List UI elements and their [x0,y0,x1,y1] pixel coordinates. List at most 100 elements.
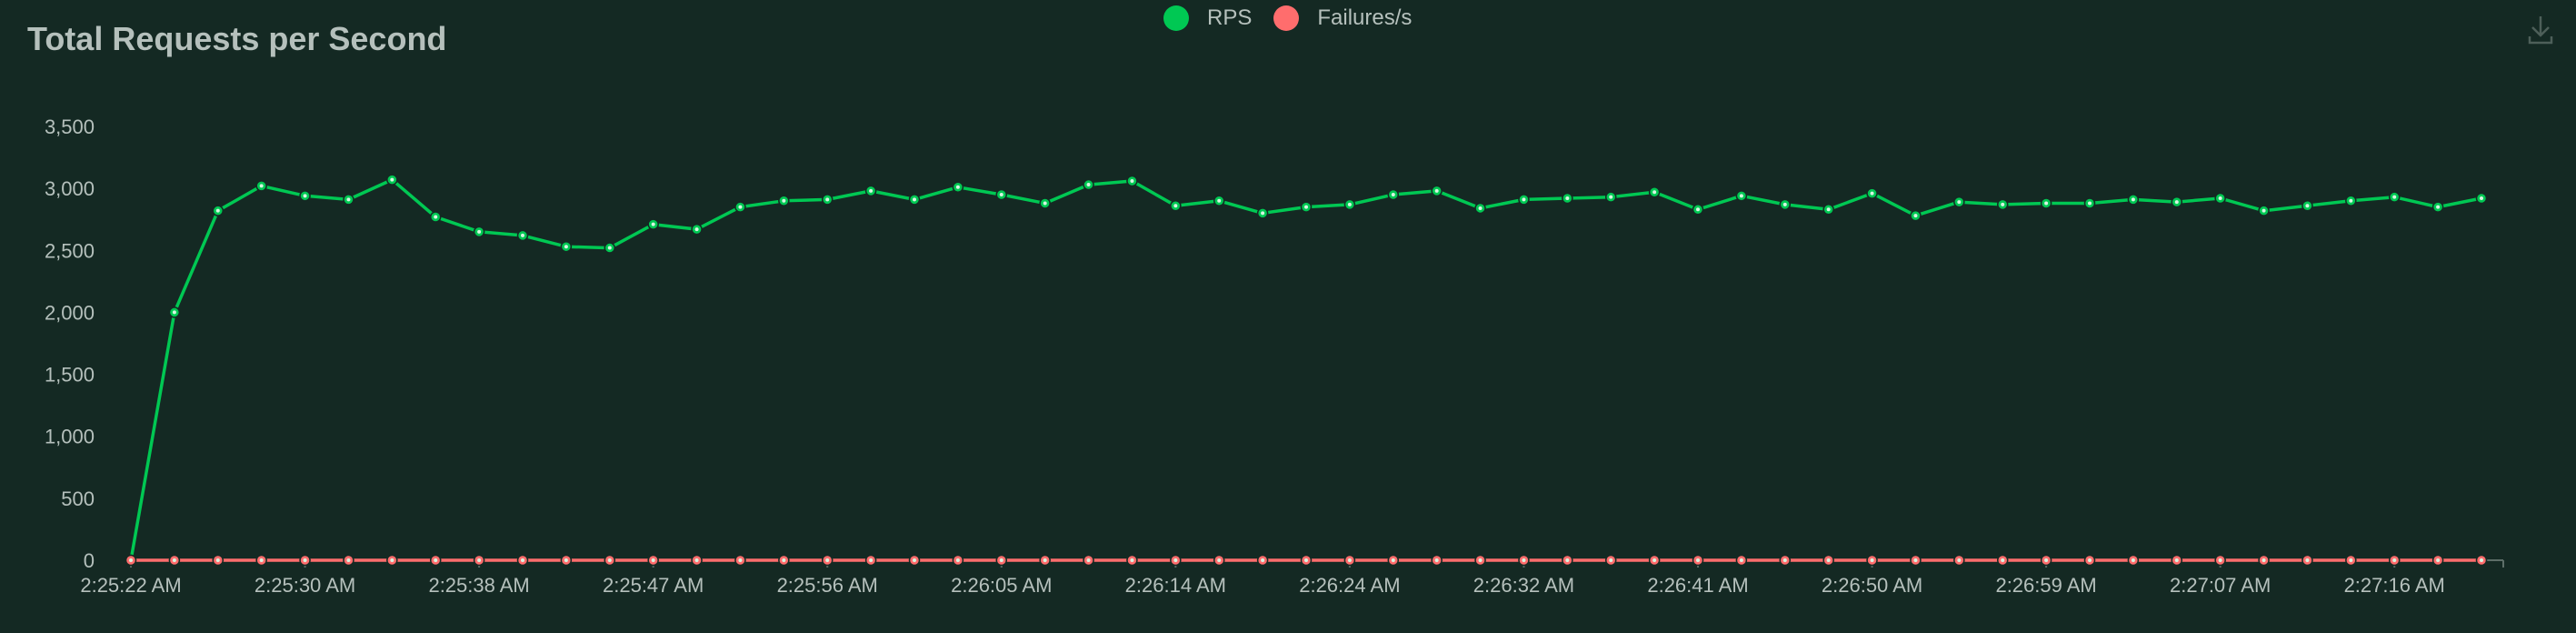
y-tick-label: 500 [61,487,95,510]
data-point-center-rps [2480,196,2483,201]
data-point-center-failures [1043,558,1047,562]
data-point-center-failures [303,558,307,562]
data-point-center-failures [1565,558,1570,562]
data-point-center-failures [1434,558,1439,562]
data-point-center-rps [738,205,743,209]
x-tick-label: 2:25:47 AM [603,574,704,597]
data-point-center-failures [2001,558,2005,562]
data-point-center-rps [2131,197,2135,202]
data-point-center-failures [1086,558,1091,562]
data-point-center-rps [2305,204,2310,208]
data-point-center-rps [1522,197,1526,202]
data-point-center-rps [825,197,830,202]
data-point-center-failures [1652,558,1657,562]
data-point-center-failures [2131,558,2135,562]
data-point-center-failures [1913,558,1918,562]
data-point-center-rps [1913,214,1918,218]
x-tick-label: 2:27:16 AM [2344,574,2445,597]
x-tick-label: 2:26:24 AM [1299,574,1400,597]
data-point-center-rps [2436,205,2441,209]
data-point-center-failures [2349,558,2353,562]
legend-item-failures[interactable]: Failures/s [1273,5,1412,31]
legend-label-rps: RPS [1207,5,1253,30]
data-point-center-rps [651,222,655,226]
data-point-center-failures [1957,558,1962,562]
data-point-center-failures [2174,558,2179,562]
data-point-center-failures [477,558,482,562]
x-tick-label: 2:26:14 AM [1125,574,1226,597]
data-point-center-rps [1217,198,1222,203]
data-point-center-rps [390,177,394,182]
y-tick-label: 1,500 [45,364,95,387]
data-point-center-rps [1565,196,1570,201]
data-point-center-failures [1130,558,1134,562]
data-point-center-rps [2001,202,2005,206]
data-point-center-failures [955,558,960,562]
x-tick-label: 2:25:56 AM [777,574,878,597]
data-point-center-failures [782,558,786,562]
data-point-center-failures [2088,558,2092,562]
data-point-center-failures [1261,558,1265,562]
data-point-center-rps [999,192,1003,196]
data-point-center-rps [1434,188,1439,193]
data-point-center-failures [390,558,394,562]
data-point-center-failures [1609,558,1613,562]
data-point-center-rps [2392,195,2397,199]
x-tick-label: 2:25:38 AM [428,574,529,597]
data-point-center-rps [346,197,351,202]
data-point-center-rps [1739,194,1743,198]
data-point-center-rps [1043,201,1047,206]
data-point-center-failures [1522,558,1526,562]
data-point-center-failures [2480,558,2483,562]
data-point-center-failures [129,558,133,562]
data-point-center-failures [1347,558,1352,562]
legend-item-rps[interactable]: RPS [1163,5,1252,31]
y-tick-label: 0 [84,549,95,572]
x-tick-label: 2:26:32 AM [1473,574,1574,597]
data-point-center-failures [2436,558,2441,562]
data-point-center-rps [2088,201,2092,206]
data-point-center-rps [694,227,699,232]
data-point-center-failures [999,558,1003,562]
data-point-center-rps [564,245,568,249]
data-point-center-rps [869,188,874,193]
x-tick-label: 2:26:50 AM [1822,574,1922,597]
legend-swatch-failures [1273,5,1300,31]
legend-label-failures: Failures/s [1317,5,1413,30]
data-point-center-rps [1782,202,1787,206]
data-point-center-failures [2392,558,2397,562]
data-point-center-rps [1957,200,1962,205]
data-point-center-failures [1391,558,1395,562]
data-point-center-rps [1870,191,1874,196]
data-point-center-rps [2174,200,2179,205]
x-tick-label: 2:27:07 AM [2170,574,2271,597]
data-point-center-failures [434,558,438,562]
data-point-center-rps [1826,207,1831,212]
y-tick-label: 3,000 [45,177,95,200]
data-point-center-rps [1347,202,1352,206]
data-point-center-rps [913,197,916,202]
download-icon[interactable] [2527,15,2554,45]
data-point-center-failures [738,558,743,562]
x-tick-label: 2:26:05 AM [951,574,1052,597]
data-point-center-rps [2218,196,2222,201]
data-point-center-rps [1261,211,1265,216]
data-point-center-failures [694,558,699,562]
data-point-center-rps [2261,208,2266,213]
data-point-center-rps [1304,205,1308,209]
data-point-center-failures [869,558,874,562]
data-point-center-failures [346,558,351,562]
data-point-center-rps [2044,201,2049,206]
data-point-center-rps [172,310,176,315]
data-point-center-failures [1739,558,1743,562]
data-point-center-rps [259,184,264,188]
data-point-center-rps [1696,207,1700,212]
data-point-center-rps [1609,195,1613,199]
data-point-center-failures [1870,558,1874,562]
data-point-center-failures [215,558,220,562]
chart-legend: RPS Failures/s [1163,5,1433,31]
data-point-center-failures [1478,558,1483,562]
series-line-rps [129,177,2482,561]
x-tick-label: 2:25:30 AM [255,574,355,597]
